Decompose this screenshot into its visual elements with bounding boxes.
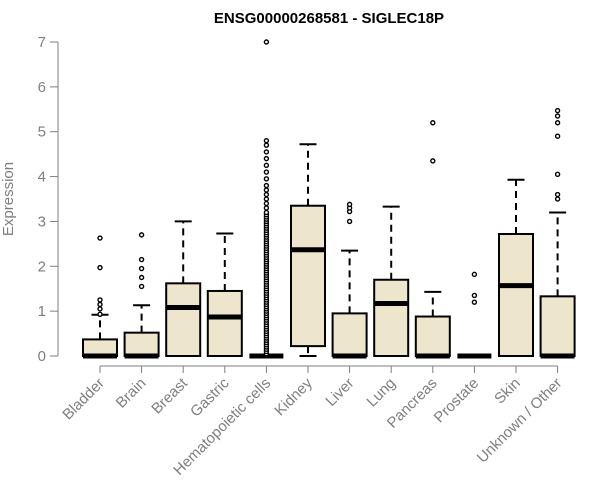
- y-tick-label: 4: [38, 169, 46, 186]
- outlier-point: [430, 158, 436, 164]
- box-rect: [123, 331, 160, 357]
- outlier-point: [138, 256, 145, 263]
- outlier-point: [138, 283, 145, 290]
- x-tick-label: Liver: [322, 375, 357, 410]
- box-rect: [331, 312, 368, 357]
- outlier-point: [263, 162, 270, 169]
- x-tick-label: Brain: [113, 375, 150, 412]
- outlier-point: [138, 274, 145, 281]
- outlier-point: [554, 120, 561, 126]
- outlier-point: [263, 142, 270, 148]
- outlier-point: [263, 187, 270, 193]
- outlier-point: [346, 218, 353, 225]
- outlier-point: [554, 171, 561, 178]
- box-4: [249, 39, 284, 359]
- outlier-point: [263, 182, 270, 189]
- y-axis: 0 1 2 3 4 5 6 7: [38, 34, 59, 365]
- x-tick-label: Skin: [491, 375, 524, 408]
- outlier-point: [554, 107, 561, 114]
- outlier-point: [97, 306, 103, 312]
- box-8: [414, 120, 451, 359]
- box-11: [539, 107, 576, 359]
- box-rect: [290, 204, 326, 348]
- outlier-point: [138, 232, 145, 238]
- box-5: [290, 143, 326, 357]
- y-tick-label: 5: [38, 124, 46, 141]
- box-rect: [165, 282, 202, 357]
- outlier-point: [263, 209, 270, 216]
- outlier-point: [263, 205, 270, 211]
- outlier-point: [263, 169, 270, 175]
- y-tick-label: 3: [38, 213, 46, 230]
- outlier-point: [263, 176, 270, 182]
- outlier-point: [346, 201, 353, 208]
- outlier-point: [263, 196, 270, 202]
- outlier-point: [138, 265, 145, 272]
- x-tick-label: Lung: [363, 375, 399, 411]
- box-3: [206, 232, 243, 358]
- outlier-point: [554, 191, 561, 198]
- box-rect: [373, 278, 410, 357]
- outlier-point: [263, 191, 270, 198]
- outlier-point: [471, 292, 478, 299]
- y-tick-label: 0: [38, 348, 46, 365]
- y-tick-label: 1: [38, 303, 46, 320]
- y-tick-label: 2: [38, 258, 46, 275]
- outlier-point: [97, 264, 103, 271]
- outlier-point: [430, 120, 436, 126]
- outlier-point: [263, 155, 270, 162]
- box-2: [165, 220, 202, 357]
- x-tick-label: Prostate: [431, 375, 483, 427]
- outlier-point: [554, 133, 561, 139]
- y-axis-label: Expression: [0, 162, 17, 236]
- box-7: [373, 205, 410, 357]
- box-10: [498, 178, 534, 357]
- y-tick-label: 7: [38, 34, 46, 51]
- box-rect: [539, 295, 576, 357]
- box-6: [331, 201, 368, 359]
- box-rect: [206, 289, 243, 358]
- box-9: [457, 271, 492, 359]
- outlier-point: [263, 200, 270, 207]
- outlier-point: [554, 196, 561, 202]
- box-group: [82, 39, 576, 359]
- outlier-point: [97, 297, 103, 303]
- box-rect: [414, 315, 451, 358]
- y-tick-label: 6: [38, 79, 46, 96]
- x-tick-label: Kidney: [271, 374, 316, 419]
- chart-title: ENSG00000268581 - SIGLEC18P: [214, 10, 444, 27]
- x-tick-label: Breast: [148, 374, 191, 417]
- outlier-point: [263, 137, 270, 144]
- box-rect: [498, 232, 534, 357]
- box-1: [123, 232, 160, 359]
- box-0: [82, 235, 118, 359]
- outlier-point: [97, 301, 103, 308]
- x-tick-label: Bladder: [59, 375, 108, 424]
- outlier-point: [97, 235, 103, 241]
- outlier-point: [263, 149, 270, 155]
- outlier-point: [554, 113, 561, 119]
- outlier-point: [263, 39, 270, 45]
- outlier-point: [471, 299, 478, 305]
- outlier-point: [97, 311, 103, 317]
- outlier-point: [471, 271, 478, 278]
